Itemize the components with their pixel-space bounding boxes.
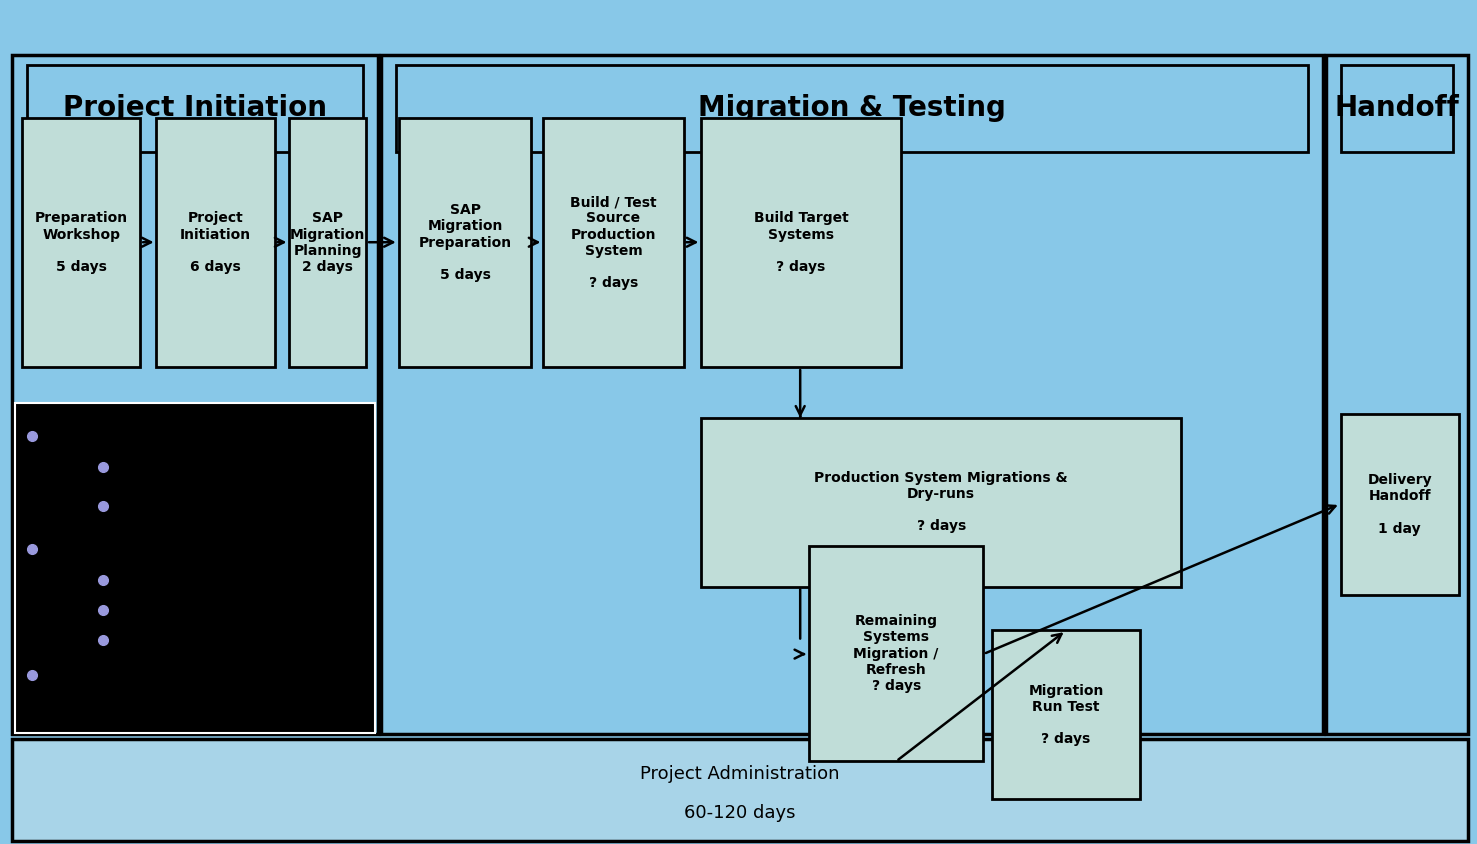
Text: 60-120 days: 60-120 days (684, 803, 796, 822)
FancyBboxPatch shape (289, 118, 366, 367)
Text: Handoff: Handoff (1334, 95, 1459, 122)
FancyBboxPatch shape (157, 118, 275, 367)
Text: Preparation
Workshop

5 days: Preparation Workshop 5 days (34, 211, 128, 274)
Text: Project Initiation: Project Initiation (64, 95, 326, 122)
Text: SAP
Migration
Planning
2 days: SAP Migration Planning 2 days (289, 211, 365, 274)
FancyBboxPatch shape (22, 118, 140, 367)
Text: Migration
Run Test

? days: Migration Run Test ? days (1028, 684, 1103, 746)
Text: Project
Initiation

6 days: Project Initiation 6 days (180, 211, 251, 274)
FancyBboxPatch shape (702, 418, 1182, 587)
Text: Project Administration: Project Administration (640, 765, 839, 782)
Text: Production System Migrations &
Dry-runs

? days: Production System Migrations & Dry-runs … (814, 471, 1068, 533)
Text: Delivery
Handoff

1 day: Delivery Handoff 1 day (1368, 473, 1431, 536)
FancyBboxPatch shape (544, 118, 684, 367)
FancyBboxPatch shape (1341, 414, 1459, 595)
Text: SAP
Migration
Preparation

5 days: SAP Migration Preparation 5 days (418, 203, 511, 282)
FancyBboxPatch shape (381, 55, 1323, 734)
Text: Build Target
Systems

? days: Build Target Systems ? days (753, 211, 848, 274)
FancyBboxPatch shape (809, 546, 984, 761)
FancyBboxPatch shape (399, 118, 532, 367)
FancyBboxPatch shape (12, 55, 378, 734)
FancyBboxPatch shape (1326, 55, 1468, 734)
Text: Migration & Testing: Migration & Testing (699, 95, 1006, 122)
Text: Build / Test
Source
Production
System

? days: Build / Test Source Production System ? … (570, 195, 657, 290)
FancyBboxPatch shape (702, 118, 901, 367)
FancyBboxPatch shape (12, 738, 1468, 841)
Text: Remaining
Systems
Migration /
Refresh
? days: Remaining Systems Migration / Refresh ? … (854, 614, 939, 693)
FancyBboxPatch shape (993, 630, 1140, 799)
FancyBboxPatch shape (15, 403, 375, 733)
